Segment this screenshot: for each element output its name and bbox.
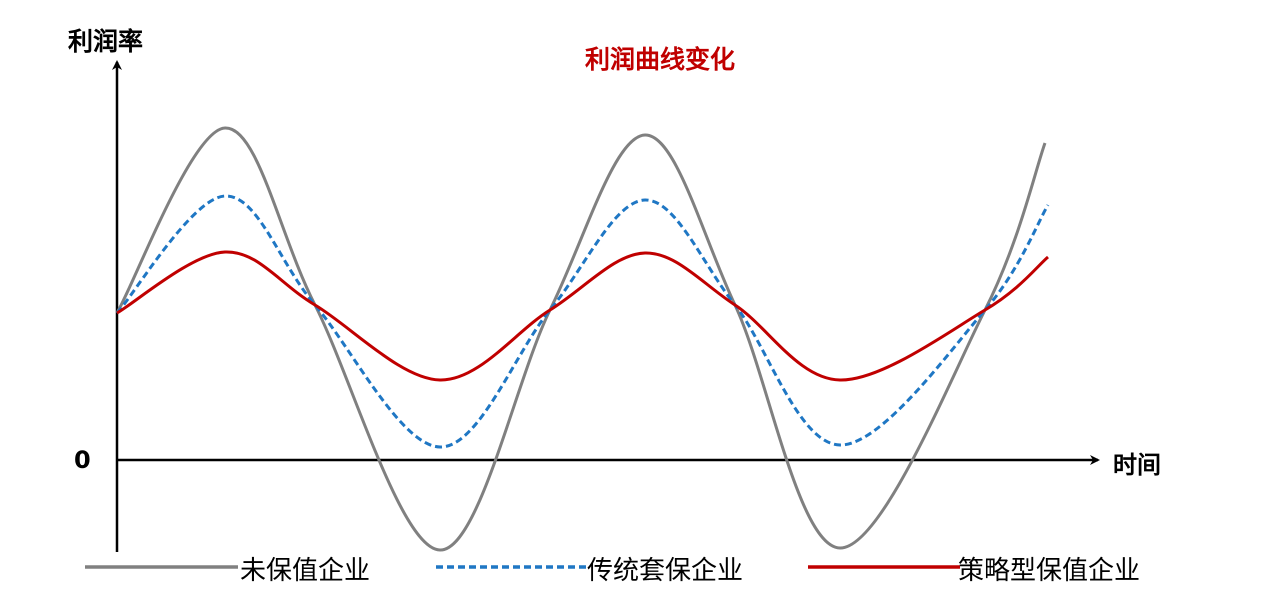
series-unhedged (115, 126, 1047, 552)
series-strategic-hedge (116, 250, 1049, 382)
series-traditional-hedge (115, 194, 1050, 449)
x-axis-label: 时间 (1113, 451, 1161, 479)
legend-label-traditional: 传统套保企业 (587, 556, 744, 586)
chart-title: 利润曲线变化 (585, 45, 736, 74)
y-tick-label-zero: 0 (74, 446, 91, 474)
legend-label-unhedged: 未保值企业 (240, 556, 371, 586)
legend-label-strategic: 策略型保值企业 (958, 556, 1141, 586)
y-axis-label: 利润率 (68, 27, 144, 56)
